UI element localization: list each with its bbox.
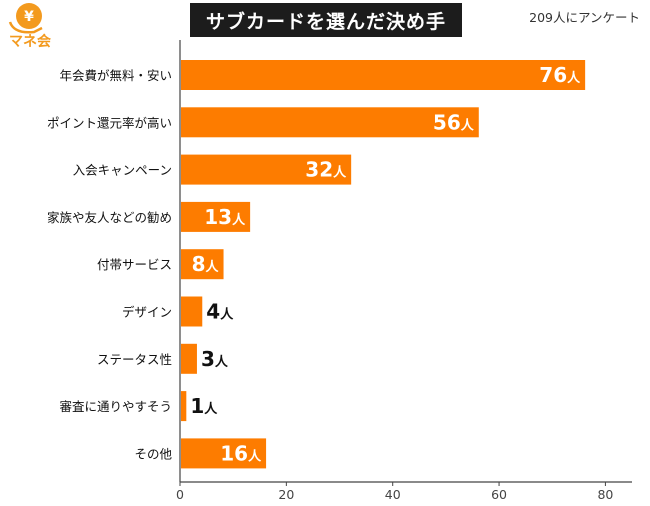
- bar: [181, 343, 197, 374]
- value-label: 3人: [201, 347, 229, 371]
- bar: [181, 201, 251, 232]
- category-label: 年会費が無料・安い: [59, 68, 172, 83]
- bar: [181, 249, 224, 280]
- x-tick-label: 80: [597, 487, 613, 502]
- x-tick-label: 60: [491, 487, 507, 502]
- yen-symbol: ¥: [24, 9, 34, 25]
- bar: [181, 296, 203, 327]
- bar: [181, 438, 267, 469]
- bar: [181, 154, 352, 185]
- x-tick-label: 0: [176, 487, 184, 502]
- chart-title: サブカードを選んだ決め手: [190, 3, 462, 37]
- x-tick-label: 20: [278, 487, 294, 502]
- category-label: 付帯サービス: [97, 257, 172, 272]
- category-label: デザイン: [122, 305, 172, 320]
- bar: [181, 391, 187, 422]
- category-label: 審査に通りやすそう: [59, 399, 172, 414]
- logo-text: マネ会: [9, 33, 52, 50]
- bar: [181, 107, 479, 138]
- mane-kai-logo: ¥ マネ会: [8, 3, 52, 50]
- value-label: 1人: [190, 394, 218, 418]
- yen-money-icon: [16, 3, 42, 29]
- value-label: 76人: [539, 63, 581, 87]
- x-tick-label: 40: [385, 487, 401, 502]
- category-label: 入会キャンペーン: [73, 163, 172, 178]
- category-label: 家族や友人などの勧め: [47, 210, 172, 225]
- category-label: ポイント還元率が高い: [47, 115, 172, 130]
- value-label: 4人: [206, 300, 234, 324]
- value-label: 56人: [433, 110, 475, 134]
- value-label: 32人: [305, 158, 347, 182]
- bar: [181, 60, 586, 90]
- value-label: 8人: [192, 252, 220, 276]
- value-label: 16人: [220, 441, 262, 465]
- category-label: その他: [134, 446, 172, 461]
- swoosh-arrow-icon: [8, 21, 43, 34]
- chart-subtitle: 209人にアンケート: [529, 10, 640, 25]
- value-label: 13人: [204, 205, 246, 229]
- category-label: ステータス性: [97, 352, 172, 367]
